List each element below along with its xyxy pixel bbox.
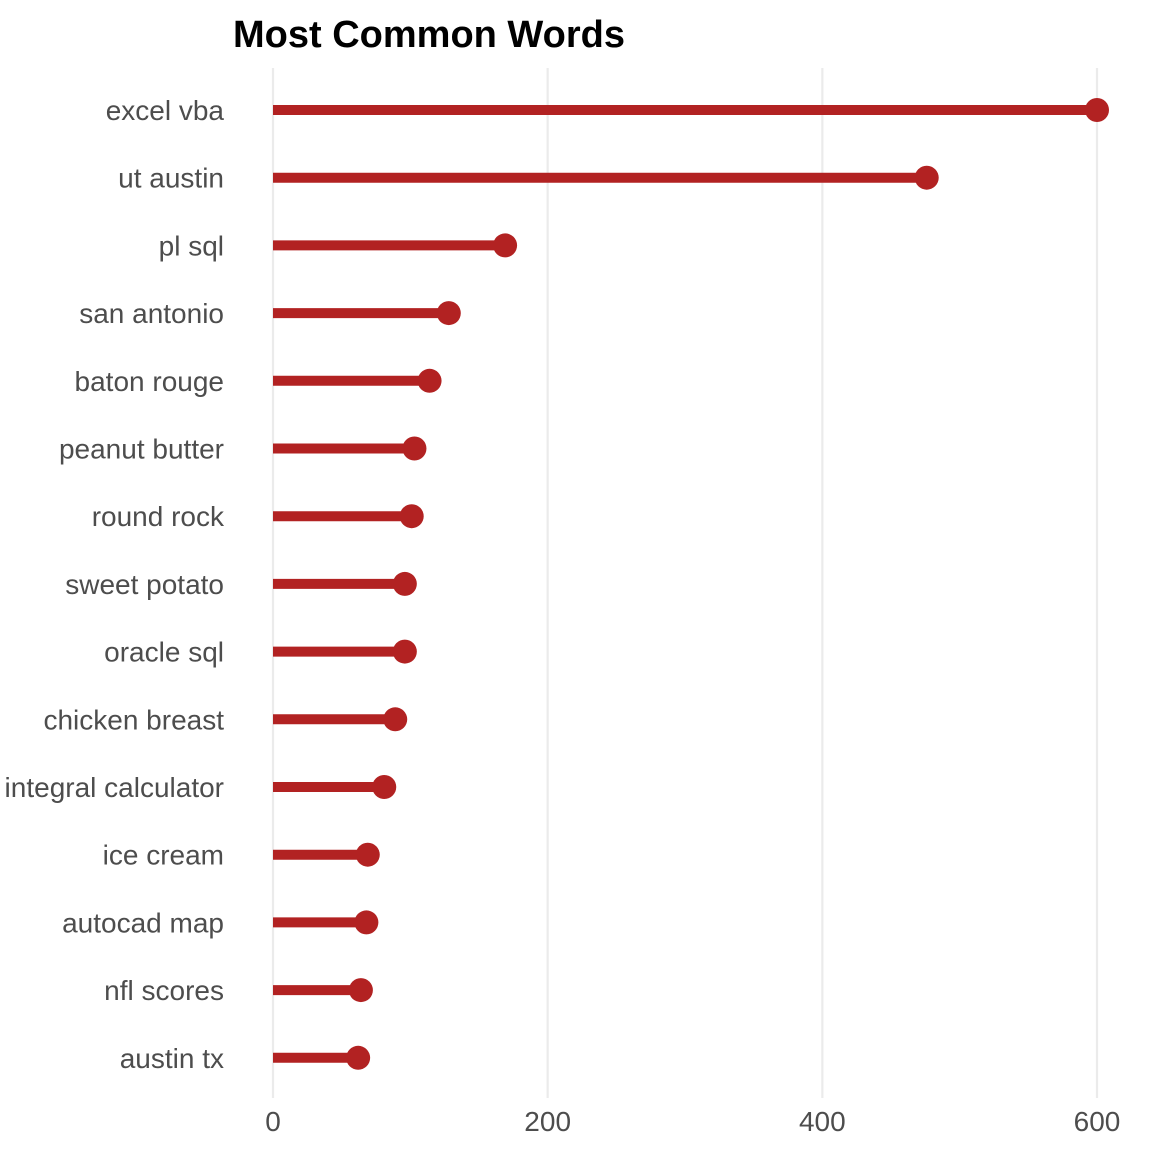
labels-layer: 0 200 400 600 excel vba ut austin pl sql san an… (5, 95, 1121, 1137)
lollipop-point (355, 842, 380, 867)
chart-title: Most Common Words (233, 14, 625, 56)
y-tick-label: ut austin (118, 163, 224, 194)
y-tick-label: integral calculator (5, 772, 224, 803)
lollipop-point (372, 775, 397, 799)
y-tick-label: peanut butter (59, 434, 224, 465)
y-tick-label: ice cream (103, 840, 224, 871)
lollipop-point (436, 301, 461, 326)
x-tick-label: 0 (265, 1106, 281, 1137)
lollipop-point (346, 1045, 371, 1070)
y-tick-label: nfl scores (104, 975, 224, 1006)
y-tick-label: san antonio (79, 298, 224, 329)
lollipop-point (392, 571, 417, 596)
y-tick-label: autocad map (62, 907, 224, 938)
lollipop-point (1085, 98, 1109, 122)
y-tick-label: sweet potato (65, 569, 224, 600)
y-tick-label: round rock (92, 501, 225, 532)
lollipop-point (417, 368, 442, 393)
lollipop-point (354, 910, 379, 935)
lollipop-point (402, 436, 427, 461)
lollipop-point (493, 233, 518, 258)
lollipop-point (348, 978, 373, 1003)
lollipop-point (392, 639, 417, 664)
y-tick-label: excel vba (106, 95, 225, 126)
x-tick-label: 600 (1074, 1106, 1121, 1137)
y-tick-label: chicken breast (43, 704, 224, 735)
y-tick-label: pl sql (159, 230, 224, 261)
y-tick-label: austin tx (120, 1043, 224, 1074)
x-tick-label: 200 (524, 1106, 571, 1137)
y-tick-label: baton rouge (75, 366, 224, 397)
lollipop-point (399, 504, 424, 529)
x-tick-label: 400 (799, 1106, 846, 1137)
lollipop-point (383, 707, 408, 732)
y-tick-label: oracle sql (104, 637, 224, 668)
lollipop-point (914, 165, 939, 190)
marks-layer (273, 98, 1109, 1070)
